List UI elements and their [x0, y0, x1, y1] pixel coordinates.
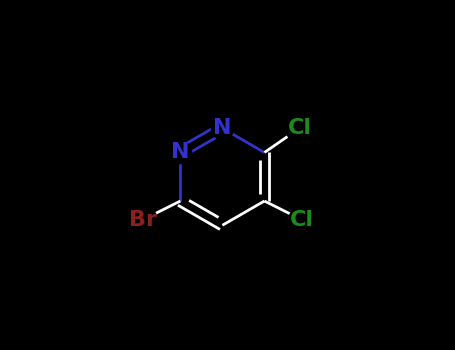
Text: Br: Br — [129, 210, 157, 230]
Text: Cl: Cl — [288, 118, 312, 138]
Text: N: N — [213, 118, 232, 138]
Text: Cl: Cl — [290, 210, 314, 230]
Text: N: N — [171, 142, 190, 162]
